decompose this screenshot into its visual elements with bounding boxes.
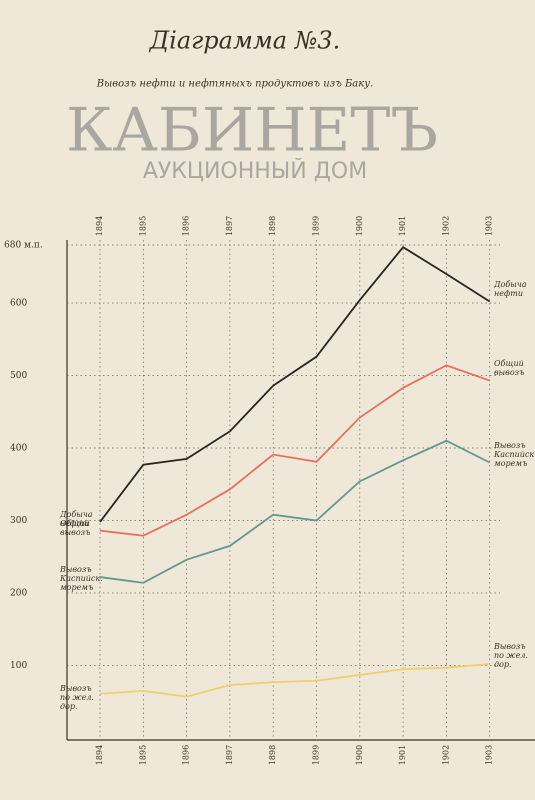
data-line <box>99 245 491 523</box>
x-tick-label: 1896 <box>182 216 191 236</box>
x-tick-label: 1897 <box>225 216 234 236</box>
x-tick-label: 1896 <box>182 745 191 765</box>
data-line <box>99 439 491 584</box>
x-tick-label: 1899 <box>312 745 321 765</box>
series-label: Вывозъ Каспийск. моремъ <box>494 440 535 468</box>
watermark: КАБИНЕТЪ <box>66 96 438 166</box>
x-tick-label: 1902 <box>441 216 450 236</box>
y-tick-label: 300 <box>10 516 27 526</box>
y-tick-label: 600 <box>10 299 27 309</box>
x-tick-label: 1897 <box>225 745 234 765</box>
x-tick-label: 1895 <box>138 745 147 765</box>
series-label: Общий вывозъ <box>494 358 525 377</box>
x-tick-label: 1898 <box>268 745 277 765</box>
data-line <box>99 364 490 537</box>
y-tick-label: 400 <box>10 444 27 454</box>
x-tick-label: 1894 <box>95 216 104 236</box>
y-tick-label: 100 <box>10 661 27 671</box>
series-label: Добыча нефти <box>494 279 527 298</box>
watermark: АУКЦИОННЫЙ ДОМ <box>143 158 367 184</box>
x-tick-label: 1902 <box>441 745 450 765</box>
x-tick-label: 1903 <box>485 216 494 236</box>
x-tick-label: 1898 <box>268 216 277 236</box>
x-tick-label: 1900 <box>355 745 364 765</box>
chart-title: Діаграмма №3. <box>149 27 341 55</box>
x-tick-label: 1899 <box>312 216 321 236</box>
data-line <box>99 663 490 698</box>
x-tick-label: 1895 <box>138 216 147 236</box>
series-label: Вывозъ по жел. дор. <box>494 642 528 670</box>
x-tick-label: 1901 <box>398 216 407 236</box>
y-tick-label: 200 <box>10 589 27 599</box>
y-tick-label: 680 м.п. <box>4 241 43 251</box>
x-tick-label: 1901 <box>398 745 407 765</box>
x-tick-label: 1894 <box>95 745 104 765</box>
x-tick-label: 1900 <box>355 216 364 236</box>
series-label: Общий вывозъ <box>60 518 91 537</box>
x-tick-label: 1903 <box>485 745 494 765</box>
series-label: Вывозъ Каспийск. моремъ <box>60 565 103 593</box>
series-label: Добыча нефти <box>60 509 93 528</box>
chart-subtitle: Вывозъ нефти и нефтяныхъ продуктовъ изъ … <box>96 79 373 90</box>
series-label: Вывозъ по жел. дор. <box>60 683 94 711</box>
y-tick-label: 500 <box>10 371 27 381</box>
